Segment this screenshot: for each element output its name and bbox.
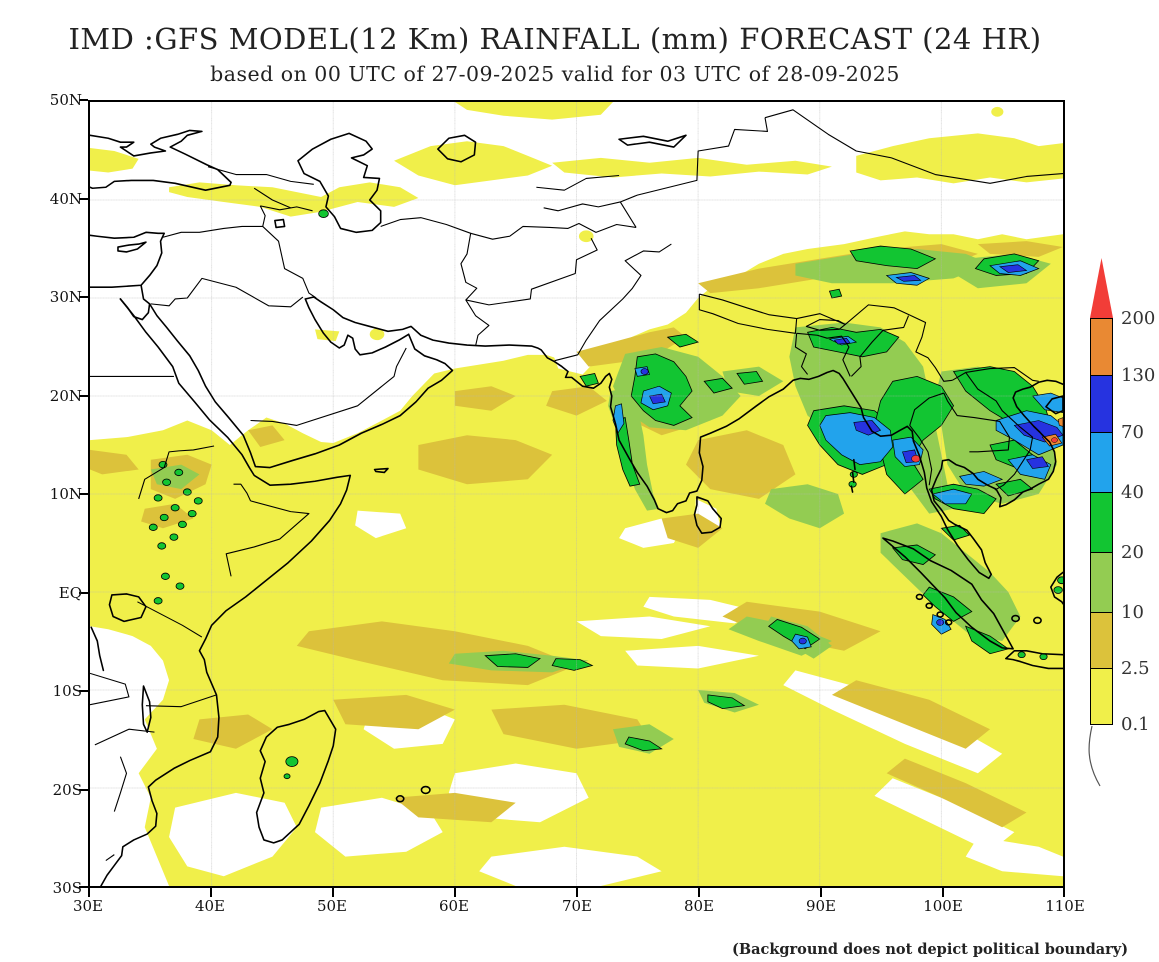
lat-tick [79, 592, 88, 594]
lat-label-30n: 30N [49, 288, 82, 306]
lon-tick [942, 888, 944, 897]
colorbar-label-0-1: 0.1 [1121, 714, 1150, 735]
colorbar-label-10: 10 [1121, 602, 1144, 623]
lon-tick [1063, 888, 1065, 897]
background-disclaimer: (Background does not depict political bo… [732, 941, 1129, 958]
forecast-map [88, 100, 1065, 888]
colorbar-cells [1090, 318, 1113, 725]
lat-label-10n: 10N [49, 485, 82, 503]
colorbar-cell-0-1-2-5 [1091, 668, 1112, 724]
lat-tick [79, 886, 88, 888]
lat-tick [79, 99, 88, 101]
lat-label-20s: 20S [52, 781, 82, 799]
colorbar-cell-2-5-10 [1091, 612, 1112, 668]
lat-tick [79, 789, 88, 791]
colorbar-cell-70-130 [1091, 375, 1112, 432]
lon-label-50e: 50E [316, 897, 348, 915]
lat-tick [79, 493, 88, 495]
lat-label-30s: 30S [52, 879, 82, 897]
lon-tick [820, 888, 822, 897]
lon-label-30e: 30E [72, 897, 104, 915]
lat-tick [79, 296, 88, 298]
lon-label-90e: 90E [805, 897, 837, 915]
colorbar-cell-130-200 [1091, 319, 1112, 375]
colorbar-label-20: 20 [1121, 542, 1144, 563]
colorbar-cell-40-70 [1091, 432, 1112, 492]
lat-label-50n: 50N [49, 91, 82, 109]
colorbar-label-70: 70 [1121, 422, 1144, 443]
lat-tick [79, 198, 88, 200]
page-subtitle: based on 00 UTC of 27-09-2025 valid for … [210, 62, 900, 86]
colorbar-label-40: 40 [1121, 482, 1144, 503]
lon-tick [454, 888, 456, 897]
colorbar-label-2-5: 2.5 [1121, 658, 1150, 679]
country-borders [90, 110, 1063, 861]
lon-tick [576, 888, 578, 897]
lon-label-60e: 60E [438, 897, 470, 915]
coastlines [90, 130, 1063, 886]
lat-label-10s: 10S [52, 682, 82, 700]
lon-label-40e: 40E [194, 897, 226, 915]
lon-tick [332, 888, 334, 897]
lon-tick [698, 888, 700, 897]
colorbar-cell-10-20 [1091, 552, 1112, 612]
lon-label-80e: 80E [683, 897, 715, 915]
colorbar-arrow-200plus [1090, 258, 1113, 318]
lat-label-40n: 40N [49, 190, 82, 208]
lat-label-20n: 20N [49, 387, 82, 405]
colorbar-cell-20-40 [1091, 492, 1112, 552]
lat-tick [79, 395, 88, 397]
lon-label-70e: 70E [561, 897, 593, 915]
colorbar-label-200: 200 [1121, 308, 1156, 329]
legend-tail-line [1088, 725, 1101, 787]
lat-tick [79, 690, 88, 692]
lat-label-eq: EQ [58, 584, 82, 602]
page-title: IMD :GFS MODEL(12 Km) RAINFALL (mm) FORE… [68, 22, 1042, 56]
lon-label-110e: 110E [1045, 897, 1085, 915]
lon-tick [210, 888, 212, 897]
rainfall-map-canvas [90, 102, 1063, 886]
lon-label-100e: 100E [923, 897, 963, 915]
lon-tick [88, 888, 90, 897]
colorbar-label-130: 130 [1121, 365, 1156, 386]
colorbar: 200 130 70 40 20 10 2.5 0.1 [1090, 258, 1159, 738]
